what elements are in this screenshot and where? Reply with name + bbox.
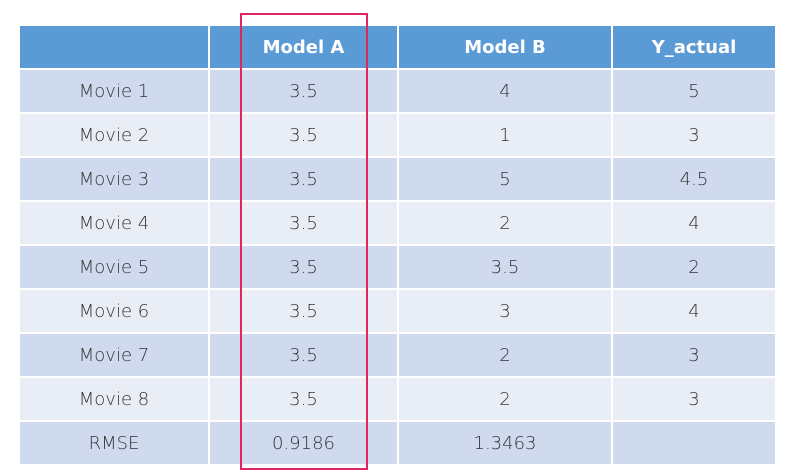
header-row: Model A Model B Y_actual	[18, 24, 777, 70]
cell: 1	[397, 112, 613, 158]
cell: 4.5	[611, 156, 777, 202]
cell: 3.5	[397, 244, 613, 290]
table-row: Movie 7 3.5 2 3	[18, 332, 777, 378]
cell: 3	[611, 112, 777, 158]
cell: 4	[611, 200, 777, 246]
cell: 2	[397, 200, 613, 246]
cell: 2	[611, 244, 777, 290]
table-body: Movie 1 3.5 4 5 Movie 2 3.5 1 3 Movie 3 3.5 5 4.5 Mo…	[18, 68, 777, 466]
row-label: RMSE	[18, 420, 210, 466]
cell: 3	[611, 376, 777, 422]
table-row: Movie 2 3.5 1 3	[18, 112, 777, 158]
cell: 3	[611, 332, 777, 378]
table-row: Movie 4 3.5 2 4	[18, 200, 777, 246]
row-label: Movie 3	[18, 156, 210, 202]
row-label: Movie 8	[18, 376, 210, 422]
row-label: Movie 5	[18, 244, 210, 290]
row-label: Movie 4	[18, 200, 210, 246]
cell: 4	[397, 68, 613, 114]
table-row: RMSE 0.9186 1.3463	[18, 420, 777, 466]
header-cell: Model B	[397, 24, 613, 70]
cell: 5	[397, 156, 613, 202]
cell: 3	[397, 288, 613, 334]
cell: 2	[397, 332, 613, 378]
cell: 1.3463	[397, 420, 613, 466]
table-row: Movie 8 3.5 2 3	[18, 376, 777, 422]
row-label: Movie 2	[18, 112, 210, 158]
header-cell: Y_actual	[611, 24, 777, 70]
row-label: Movie 6	[18, 288, 210, 334]
ratings-table: Model A Model B Y_actual Movie 1 3.5 4 5 Movie…	[18, 24, 777, 466]
header-cell	[18, 24, 210, 70]
row-label: Movie 1	[18, 68, 210, 114]
highlight-box	[240, 13, 368, 470]
cell: 5	[611, 68, 777, 114]
table-row: Movie 3 3.5 5 4.5	[18, 156, 777, 202]
table-row: Movie 6 3.5 3 4	[18, 288, 777, 334]
table-row: Movie 1 3.5 4 5	[18, 68, 777, 114]
table-row: Movie 5 3.5 3.5 2	[18, 244, 777, 290]
cell: 2	[397, 376, 613, 422]
cell	[611, 420, 777, 466]
cell: 4	[611, 288, 777, 334]
row-label: Movie 7	[18, 332, 210, 378]
